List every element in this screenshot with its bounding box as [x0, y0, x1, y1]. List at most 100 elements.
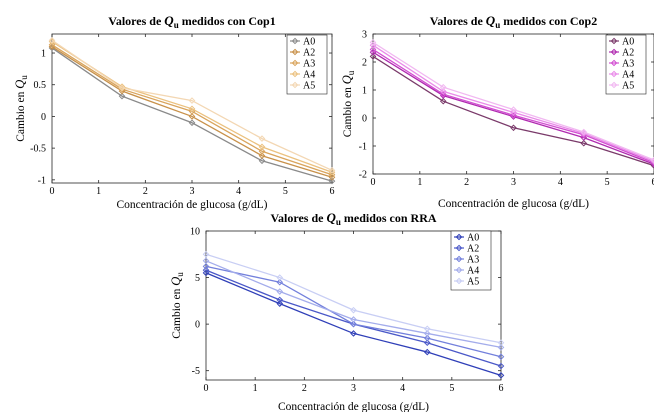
- series-A0: [202, 269, 505, 379]
- y-tick-label: 3: [362, 30, 367, 41]
- series-A4: [202, 257, 505, 351]
- legend-marker: [291, 48, 299, 56]
- legend-item: A0: [454, 233, 479, 244]
- data-point: [276, 278, 284, 286]
- data-point: [439, 88, 447, 95]
- x-tick-label: 3: [351, 383, 356, 394]
- data-point: [118, 92, 126, 100]
- data-point: [580, 139, 588, 147]
- legend-item: A4: [290, 70, 315, 81]
- legend-item: A0: [609, 37, 634, 48]
- legend-label: A2: [467, 244, 479, 255]
- y-tick-label: 1: [41, 49, 46, 60]
- legend-marker: [455, 277, 463, 285]
- y-axis-label: Cambio en Qu: [340, 70, 356, 137]
- data-point: [439, 97, 447, 105]
- data-point: [202, 266, 210, 274]
- data-point: [258, 147, 266, 155]
- x-tick-label: 4: [558, 177, 563, 188]
- data-point: [328, 167, 336, 174]
- data-point: [188, 97, 196, 104]
- data-point: [369, 39, 377, 46]
- x-tick-label: 6: [499, 383, 504, 394]
- data-point: [510, 124, 517, 132]
- x-tick-label: 4: [400, 383, 405, 394]
- data-point: [276, 288, 284, 295]
- data-point: [48, 37, 56, 44]
- y-tick-label: -2: [359, 170, 367, 181]
- data-point: [423, 334, 431, 342]
- data-point: [369, 46, 377, 53]
- data-point: [350, 316, 357, 323]
- y-tick-label: -0.5: [30, 144, 46, 155]
- legend-label: A5: [467, 277, 479, 288]
- y-tick-label: -5: [192, 366, 200, 377]
- series-line: [51, 46, 333, 178]
- chart-2: 0 1 2 3 4 5 6 -2 -1 0 1 2 3 Valores de Qu medidos con…: [340, 13, 654, 210]
- series-A3: [202, 263, 505, 361]
- data-point: [497, 339, 505, 347]
- legend-item: A3: [454, 255, 479, 266]
- series-A5: [202, 250, 505, 347]
- data-point: [497, 353, 505, 361]
- legend-label: A3: [622, 59, 634, 70]
- x-tick-label: 5: [449, 383, 454, 394]
- data-point: [369, 53, 377, 60]
- legend-label: A3: [303, 59, 315, 70]
- data-point: [350, 320, 357, 328]
- x-tick-label: 3: [511, 177, 516, 188]
- data-point: [188, 119, 196, 127]
- data-point: [328, 171, 336, 179]
- y-tick-label: 5: [195, 273, 200, 284]
- y-tick-label: -1: [359, 142, 367, 153]
- y-tick-label: 1: [362, 86, 367, 97]
- data-point: [439, 90, 447, 98]
- legend-item: A4: [454, 266, 479, 277]
- legend-item: A2: [290, 48, 315, 59]
- series-line: [372, 41, 654, 161]
- data-point: [258, 157, 266, 165]
- legend-marker: [610, 70, 618, 78]
- x-tick-label: 4: [236, 186, 241, 197]
- data-point: [188, 105, 196, 113]
- data-point: [258, 135, 266, 142]
- data-point: [202, 250, 210, 258]
- x-tick-label: 2: [302, 383, 307, 394]
- y-tick-label: 0: [41, 112, 46, 123]
- legend-item: A3: [609, 59, 634, 70]
- x-tick-label: 1: [417, 177, 422, 188]
- series-line: [205, 260, 502, 349]
- legend-item: A5: [609, 81, 634, 92]
- legend-item: A2: [609, 48, 634, 59]
- series-line: [205, 272, 502, 376]
- x-tick-label: 5: [605, 177, 610, 188]
- legend-marker: [455, 266, 463, 274]
- legend-label: A0: [303, 37, 315, 48]
- legend-marker: [291, 37, 299, 45]
- y-tick-label: 0: [362, 114, 367, 125]
- series-line: [372, 55, 654, 167]
- legend-item: A4: [609, 70, 634, 81]
- x-axis-label: Concentración de glucosa (g/dL): [278, 401, 429, 412]
- data-point: [202, 263, 210, 270]
- data-point: [48, 41, 56, 49]
- data-point: [439, 83, 447, 91]
- data-point: [118, 84, 126, 92]
- legend-label: A5: [303, 81, 315, 92]
- series-A5: [48, 37, 336, 174]
- data-point: [276, 274, 284, 281]
- x-tick-label: 2: [464, 177, 469, 188]
- data-point: [580, 128, 588, 136]
- y-tick-label: -1: [38, 175, 46, 186]
- legend-marker: [610, 37, 618, 45]
- data-point: [276, 296, 284, 304]
- legend-label: A3: [467, 255, 479, 266]
- data-point: [423, 325, 431, 333]
- legend-label: A4: [467, 266, 479, 277]
- data-point: [258, 152, 266, 160]
- legend-item: A0: [290, 37, 315, 48]
